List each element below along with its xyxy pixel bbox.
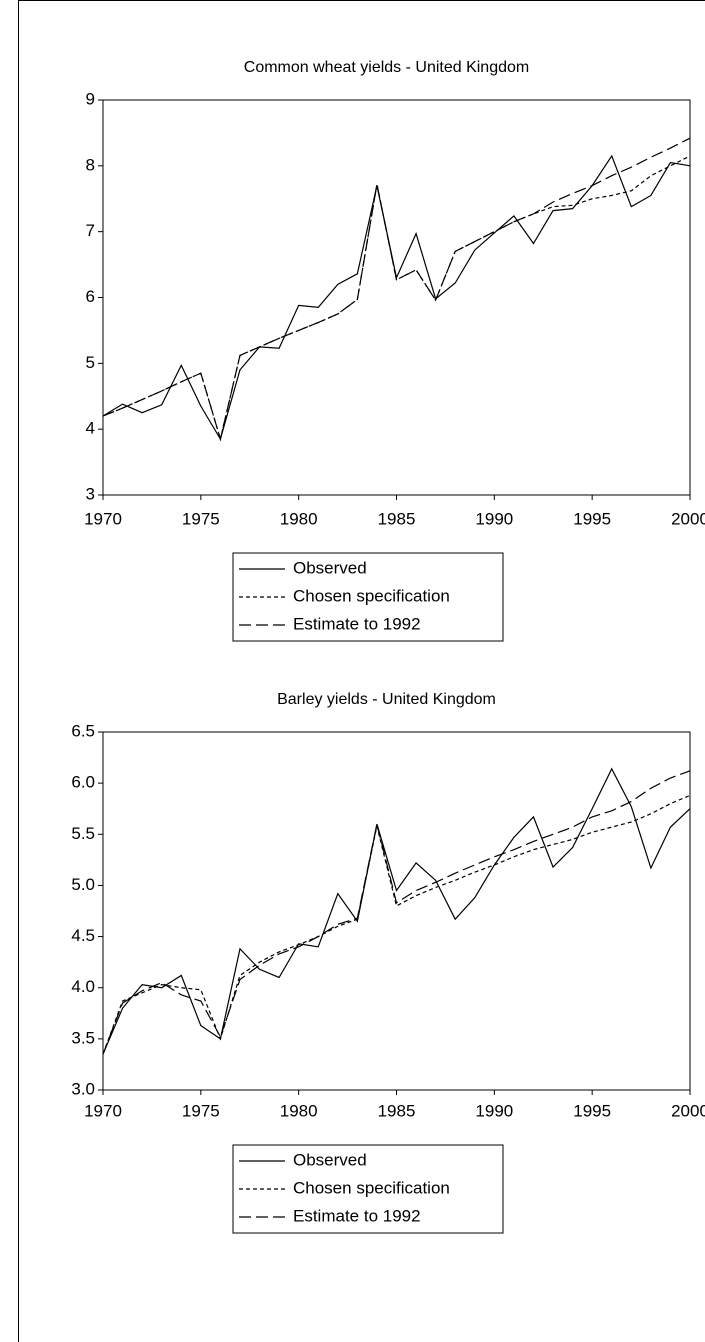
- y-tick-label: 4.0: [71, 977, 95, 996]
- series-line: [102, 155, 691, 442]
- legend-label: Estimate to 1992: [293, 1206, 421, 1225]
- x-tick-label: 1975: [182, 1101, 220, 1120]
- plot-frame: [102, 99, 691, 496]
- x-tick-label: 1990: [475, 509, 513, 528]
- y-tick-label: 4.5: [71, 926, 95, 945]
- series-line: [102, 794, 691, 1055]
- series-line: [102, 154, 691, 441]
- x-tick-label: 1995: [573, 509, 611, 528]
- y-tick-label: 8: [86, 155, 95, 174]
- x-tick-label: 1975: [182, 509, 220, 528]
- x-tick-label: 2000: [671, 1101, 705, 1120]
- x-tick-label: 2000: [671, 509, 705, 528]
- y-tick-label: 3.0: [71, 1079, 95, 1098]
- plot-frame: [102, 731, 691, 1091]
- y-tick-label: 5.5: [71, 824, 95, 843]
- legend-label: Observed: [293, 1150, 367, 1169]
- y-tick-label: 7: [86, 221, 95, 240]
- x-tick-label: 1995: [573, 1101, 611, 1120]
- chart-title: Common wheat yields - United Kingdom: [244, 59, 529, 76]
- x-tick-label: 1985: [378, 1101, 416, 1120]
- x-tick-label: 1970: [84, 1101, 122, 1120]
- chart-title: Barley yields - United Kingdom: [277, 691, 496, 708]
- x-tick-label: 1990: [475, 1101, 513, 1120]
- series-line: [102, 137, 691, 442]
- legend-label: Observed: [293, 558, 367, 577]
- legend-label: Chosen specification: [293, 1178, 450, 1197]
- y-tick-label: 3.5: [71, 1028, 95, 1047]
- y-tick-label: 9: [86, 89, 95, 108]
- y-tick-label: 6.0: [71, 773, 95, 792]
- legend-label: Estimate to 1992: [293, 614, 421, 633]
- x-tick-label: 1970: [84, 509, 122, 528]
- y-tick-label: 4: [86, 419, 95, 438]
- legend-label: Chosen specification: [293, 586, 450, 605]
- series-line: [102, 767, 691, 1055]
- y-tick-label: 5.0: [71, 875, 95, 894]
- x-tick-label: 1980: [280, 1101, 318, 1120]
- x-tick-label: 1980: [280, 509, 318, 528]
- y-tick-label: 6: [86, 287, 95, 306]
- x-tick-label: 1985: [378, 509, 416, 528]
- series-line: [102, 770, 691, 1055]
- y-tick-label: 3: [86, 484, 95, 503]
- y-tick-label: 5: [86, 353, 95, 372]
- y-tick-label: 6.5: [71, 721, 95, 740]
